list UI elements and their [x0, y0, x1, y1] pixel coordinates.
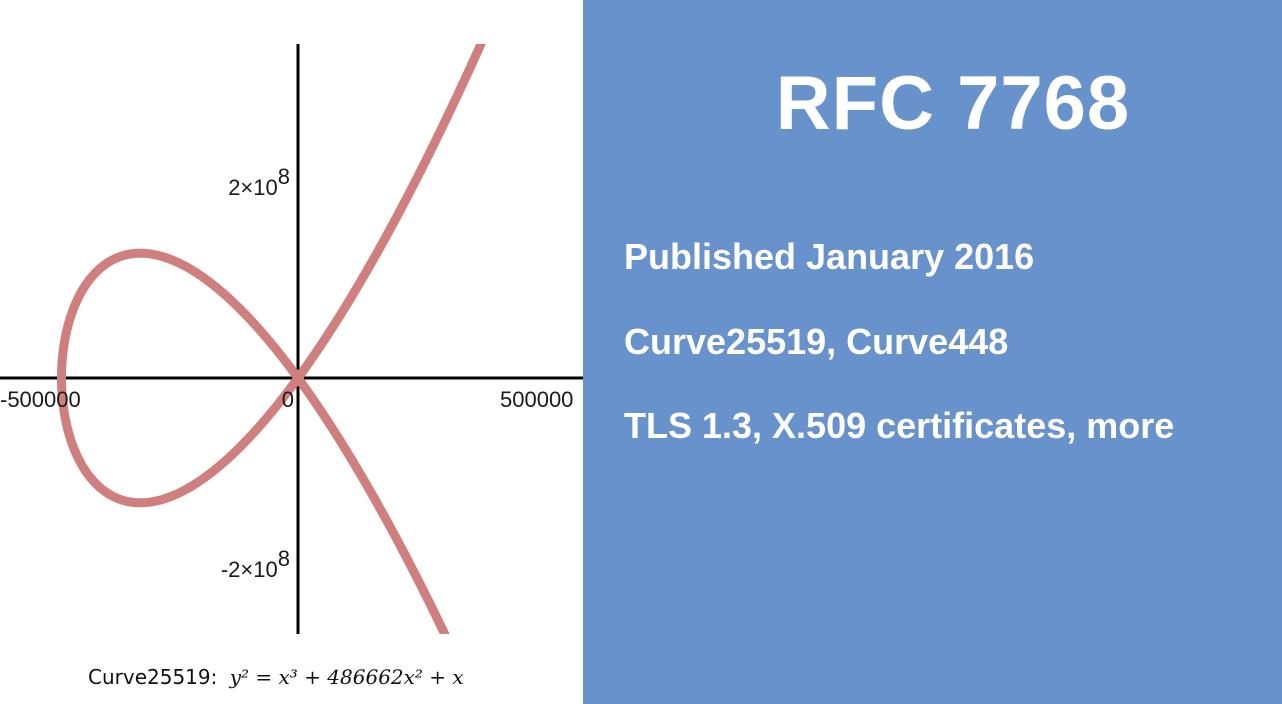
chart-panel: -500000 0 500000 2×108 -2×108 Curve25519: y²…: [0, 0, 583, 704]
caption-formula: y² = x³ + 486662x² + x: [229, 665, 464, 689]
y-tick-label: -2×108: [221, 546, 290, 582]
bullet-curves: Curve25519, Curve448: [624, 321, 1009, 362]
x-tick-label: 500000: [500, 387, 573, 412]
curve-plot: -500000 0 500000 2×108 -2×108: [0, 44, 583, 634]
slide-title: RFC 7768: [775, 61, 1131, 146]
bullet-published: Published January 2016: [624, 236, 1035, 277]
x-tick-label: -500000: [0, 387, 81, 412]
caption-curve-name: Curve25519:: [88, 665, 218, 689]
bullet-usage: TLS 1.3, X.509 certificates, more: [624, 405, 1175, 446]
x-tick-label: 0: [282, 387, 294, 412]
y-tick-label: 2×108: [228, 164, 290, 200]
curve25519-line: [57, 44, 486, 634]
slide-panel: RFC 7768 Published January 2016 Curve255…: [583, 0, 1282, 704]
chart-caption: Curve25519: y² = x³ + 486662x² + x: [88, 665, 464, 689]
